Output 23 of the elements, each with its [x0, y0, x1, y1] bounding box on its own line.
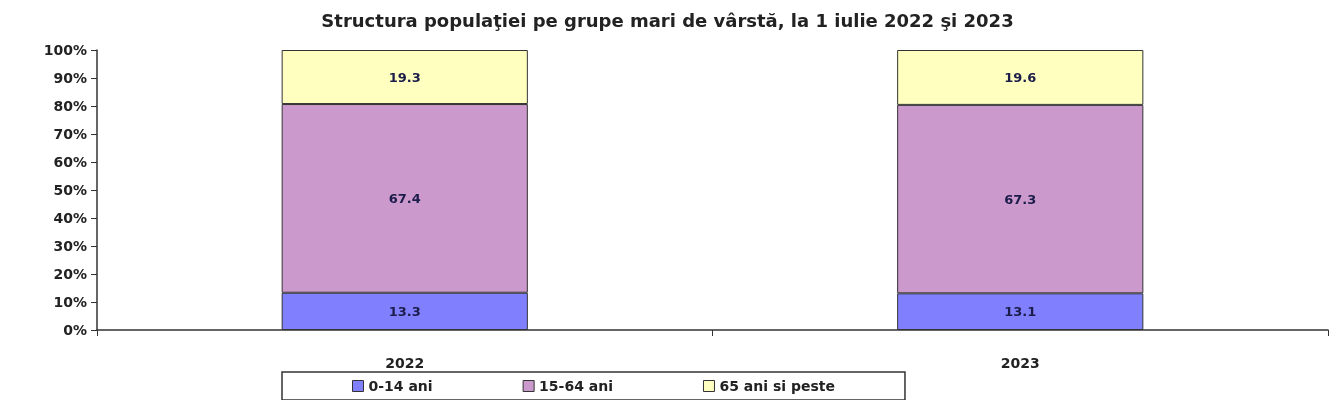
y-tick-label: 30% [53, 238, 87, 254]
y-tick-label: 90% [53, 70, 87, 86]
data-label: 19.3 [388, 69, 421, 85]
legend-label: 0-14 ani [368, 378, 433, 394]
y-tick-label: 40% [53, 210, 87, 226]
x-tick-label: 2023 [1000, 355, 1040, 371]
data-label: 13.3 [388, 303, 421, 319]
y-tick-label: 100% [43, 42, 87, 58]
legend-label: 65 ani si peste [719, 378, 835, 394]
y-tick-label: 10% [53, 294, 87, 310]
chart-title: Structura populaţiei pe grupe mari de vârstă, la 1 iulie 2022 şi 2023 [321, 9, 1014, 31]
legend-label: 15-64 ani [539, 378, 613, 394]
data-label: 19.6 [1004, 69, 1037, 85]
data-label: 67.3 [1004, 191, 1037, 207]
y-tick-label: 0% [63, 322, 87, 338]
y-tick-label: 50% [53, 182, 87, 198]
y-tick-label: 80% [53, 98, 87, 114]
x-tick-label: 2022 [385, 355, 425, 371]
y-tick-label: 60% [53, 154, 87, 170]
y-tick-label: 70% [53, 126, 87, 142]
y-tick-label: 20% [53, 266, 87, 282]
data-label: 67.4 [388, 190, 421, 206]
data-label: 13.1 [1004, 304, 1037, 320]
